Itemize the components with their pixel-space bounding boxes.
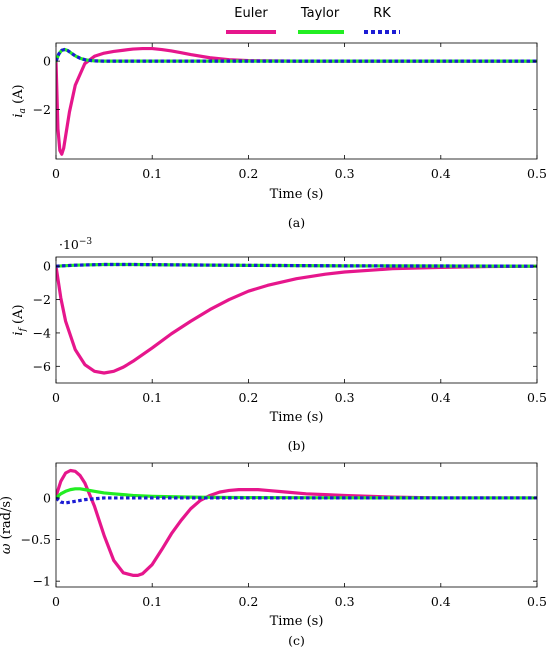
y-axis-label-subscript: f: [18, 326, 28, 332]
x-tick-label: 0.4: [431, 594, 451, 609]
plot-frame: [55, 462, 538, 588]
x-tick-label: 0.1: [142, 594, 162, 609]
y-scale-exponent: −3: [79, 237, 93, 247]
x-tick-label: 0.1: [142, 390, 162, 405]
subfigure-caption: (b): [288, 438, 306, 453]
y-tick-label: −1: [33, 574, 51, 589]
y-axis-label-symbol: i: [11, 331, 26, 335]
x-tick-label: 0.5: [527, 594, 547, 609]
y-tick-label: −6: [33, 359, 51, 374]
x-tick-label: 0.2: [238, 166, 258, 181]
y-axis-label-symbol: i: [11, 113, 26, 117]
x-tick-label: 0.2: [238, 390, 258, 405]
series-line-euler: [56, 468, 537, 577]
chart-panel-b: 0 0.1 0.2 0.3 0.4 0.5 −6 −4 −2 0 Time (s) if (A) ·10…: [11, 237, 547, 453]
y-tick-label: −4: [33, 325, 51, 340]
y-axis-label: if (A): [11, 304, 28, 335]
x-tick-label: 0.4: [431, 390, 451, 405]
y-axis-label: ia (A): [11, 84, 28, 117]
legend-label-taylor: Taylor: [300, 6, 340, 21]
y-axis-label-unit: (rad/s): [0, 496, 14, 544]
series-line-rk: [56, 262, 537, 268]
subfigure-caption: (c): [288, 633, 305, 647]
chart-panel-c: 0 0.1 0.2 0.3 0.4 0.5 −1 −0.5 0 Time (s) ω (rad/s)…: [0, 462, 547, 647]
y-axis-label-unit: (A): [11, 304, 26, 328]
x-tick-label: 0.1: [142, 166, 162, 181]
series-line-rk: [56, 496, 537, 505]
y-tick-label: −0.5: [21, 532, 51, 547]
y-tick-label: 0: [43, 490, 51, 505]
y-tick-label: −2: [33, 292, 51, 307]
series-line-euler: [56, 264, 537, 375]
x-tick-label: 0.3: [335, 594, 355, 609]
plot-frame: [55, 256, 538, 384]
series-line-rk: [56, 47, 537, 63]
x-tick-label: 0.5: [527, 390, 547, 405]
y-axis-label-subscript: a: [18, 108, 28, 113]
subfigure-caption: (a): [288, 215, 305, 230]
x-tick-label: 0: [52, 390, 60, 405]
series-group: [56, 262, 537, 375]
legend: Euler Taylor RK: [226, 6, 400, 34]
series-line-taylor: [56, 47, 537, 63]
y-scale-multiplier: ·10−3: [59, 237, 92, 252]
x-tick-label: 0.5: [527, 166, 547, 181]
y-axis-label: ω (rad/s): [0, 496, 14, 554]
x-tick-label: 0: [52, 166, 60, 181]
x-tick-label: 0: [52, 594, 60, 609]
legend-label-euler: Euler: [234, 6, 268, 21]
x-tick-label: 0.3: [335, 166, 355, 181]
x-tick-label: 0.4: [431, 166, 451, 181]
x-axis-label: Time (s): [270, 187, 324, 202]
y-axis-label-unit: (A): [11, 84, 26, 108]
y-scale-base: ·10: [59, 237, 79, 252]
y-tick-label: −2: [33, 102, 51, 117]
y-tick-label: 0: [43, 54, 51, 69]
legend-label-rk: RK: [373, 6, 391, 21]
x-tick-label: 0.3: [335, 390, 355, 405]
series-group: [56, 468, 537, 577]
chart-panel-a: 0 0.1 0.2 0.3 0.4 0.5 −2 0 Time (s) ia (A) (a): [11, 42, 547, 230]
y-axis-label-symbol: ω: [0, 543, 14, 554]
plot-frame: [55, 42, 538, 160]
series-group: [56, 46, 537, 156]
series-line-euler: [56, 46, 537, 156]
x-tick-label: 0.2: [238, 594, 258, 609]
x-axis-label: Time (s): [270, 410, 324, 425]
y-tick-label: 0: [43, 259, 51, 274]
x-axis-label: Time (s): [270, 614, 324, 629]
